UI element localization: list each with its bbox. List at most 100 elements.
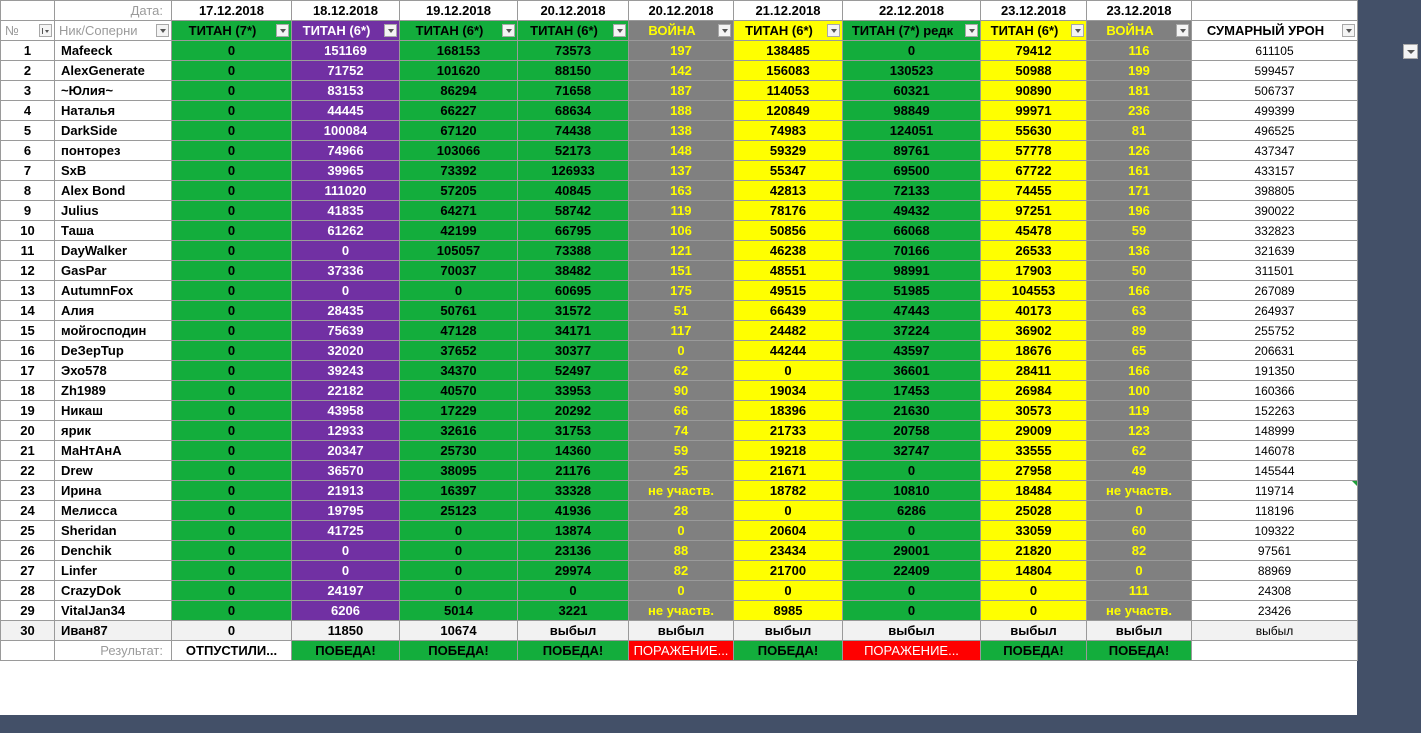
date-header: 21.12.2018 [733, 0, 843, 21]
damage-cell: 44445 [291, 100, 400, 121]
damage-cell: 49515 [733, 280, 843, 301]
total-cell: 118196 [1191, 500, 1358, 521]
damage-cell: 0 [171, 340, 292, 361]
damage-cell: 0 [399, 560, 518, 581]
row-number: 9 [0, 200, 55, 221]
date-header: 20.12.2018 [628, 0, 734, 21]
column-header: ТИТАН (6*) [980, 20, 1087, 41]
total-cell: 152263 [1191, 400, 1358, 421]
damage-cell: 26533 [980, 240, 1087, 261]
filter-dropdown-icon[interactable] [827, 24, 840, 37]
damage-cell: 66227 [399, 100, 518, 121]
filter-dropdown-icon[interactable] [1176, 24, 1189, 37]
damage-cell: 137 [628, 160, 734, 181]
damage-cell: 0 [171, 560, 292, 581]
table-row: 22 Drew 0 36570 38095 21176 25 21671 0 27958 49 145… [0, 460, 1358, 481]
damage-cell: 23136 [517, 540, 629, 561]
player-name: Drew [54, 460, 172, 481]
column-header-label: ТИТАН (6*) [530, 23, 598, 38]
column-header-label: ТИТАН (7*) [188, 23, 257, 38]
damage-cell: 49432 [842, 200, 981, 221]
damage-cell: 90 [628, 380, 734, 401]
filter-dropdown-icon[interactable] [502, 24, 515, 37]
damage-cell: выбыл [980, 620, 1087, 641]
player-name: AutumnFox [54, 280, 172, 301]
row-number: 1 [0, 40, 55, 61]
filter-dropdown-icon[interactable] [1071, 24, 1084, 37]
damage-cell: 18782 [733, 480, 843, 501]
filter-dropdown-icon[interactable] [156, 24, 169, 37]
damage-cell: 16397 [399, 480, 518, 501]
total-cell: 145544 [1191, 460, 1358, 481]
damage-cell: 0 [171, 100, 292, 121]
damage-cell: выбыл [1086, 620, 1192, 641]
filter-dropdown-icon[interactable] [613, 24, 626, 37]
filter-dropdown-icon[interactable] [1342, 24, 1355, 37]
damage-cell: 17453 [842, 380, 981, 401]
column-header-label: ТИТАН (6*) [415, 23, 484, 38]
damage-cell: 130523 [842, 60, 981, 81]
damage-cell: 0 [171, 300, 292, 321]
player-name: Никаш [54, 400, 172, 421]
damage-cell: 151169 [291, 40, 400, 61]
damage-cell: 79412 [980, 40, 1087, 61]
damage-cell: 82 [1086, 540, 1192, 561]
sort-filter-icon[interactable] [39, 24, 52, 37]
damage-cell: 0 [399, 580, 518, 601]
damage-cell: 20604 [733, 520, 843, 541]
player-name: мойгосподин [54, 320, 172, 341]
player-name: Таша [54, 220, 172, 241]
damage-table: Дата: 17.12.2018 18.12.2018 19.12.2018 20.12… [0, 0, 1358, 661]
damage-cell: 18396 [733, 400, 843, 421]
damage-cell: 21671 [733, 460, 843, 481]
filter-dropdown-icon[interactable] [1403, 44, 1418, 59]
damage-cell: 25730 [399, 440, 518, 461]
damage-cell: 0 [1086, 500, 1192, 521]
damage-cell: 30377 [517, 340, 629, 361]
table-row: 29 VitalJan34 0 6206 5014 3221 не участв. 8985 0… [0, 600, 1358, 621]
player-name: понторез [54, 140, 172, 161]
damage-cell: 0 [980, 600, 1087, 621]
filter-dropdown-icon[interactable] [965, 24, 978, 37]
total-cell: 437347 [1191, 140, 1358, 161]
damage-cell: 37224 [842, 320, 981, 341]
damage-cell: 42199 [399, 220, 518, 241]
damage-cell: 111020 [291, 180, 400, 201]
damage-cell: 50 [1086, 260, 1192, 281]
filter-dropdown-icon[interactable] [276, 24, 289, 37]
damage-cell: 41936 [517, 500, 629, 521]
row-number: 19 [0, 400, 55, 421]
column-header-label: ВОЙНА [1106, 23, 1154, 38]
total-cell: 146078 [1191, 440, 1358, 461]
damage-cell: 171 [1086, 180, 1192, 201]
table-row: 3 ~Юлия~ 0 83153 86294 71658 187 114053 60321 908… [0, 80, 1358, 101]
result-cell: ПОБЕДА! [1086, 640, 1192, 661]
damage-cell: 10810 [842, 480, 981, 501]
total-cell: 264937 [1191, 300, 1358, 321]
damage-cell: 45478 [980, 220, 1087, 241]
damage-cell: 105057 [399, 240, 518, 261]
damage-cell: 21700 [733, 560, 843, 581]
damage-cell: 55630 [980, 120, 1087, 141]
filter-dropdown-icon[interactable] [384, 24, 397, 37]
player-name: Иван87 [54, 620, 172, 641]
row-number: 23 [0, 480, 55, 501]
damage-cell: 181 [1086, 80, 1192, 101]
filter-dropdown-icon[interactable] [718, 24, 731, 37]
damage-cell: 22409 [842, 560, 981, 581]
damage-cell: 0 [171, 500, 292, 521]
damage-cell: 111 [1086, 580, 1192, 601]
damage-cell: 0 [171, 320, 292, 341]
table-row: 13 AutumnFox 0 0 0 60695 175 49515 51985 104553 16… [0, 280, 1358, 301]
damage-cell: 75639 [291, 320, 400, 341]
damage-cell: 103066 [399, 140, 518, 161]
damage-cell: 71752 [291, 60, 400, 81]
column-header: ВОЙНА [1086, 20, 1192, 41]
total-cell: 321639 [1191, 240, 1358, 261]
total-header: СУМАРНЫЙ УРОН [1191, 20, 1358, 41]
damage-cell: 138 [628, 120, 734, 141]
damage-cell: 0 [171, 140, 292, 161]
player-name: Алия [54, 300, 172, 321]
damage-cell: 40845 [517, 180, 629, 201]
damage-cell: 60 [1086, 520, 1192, 541]
